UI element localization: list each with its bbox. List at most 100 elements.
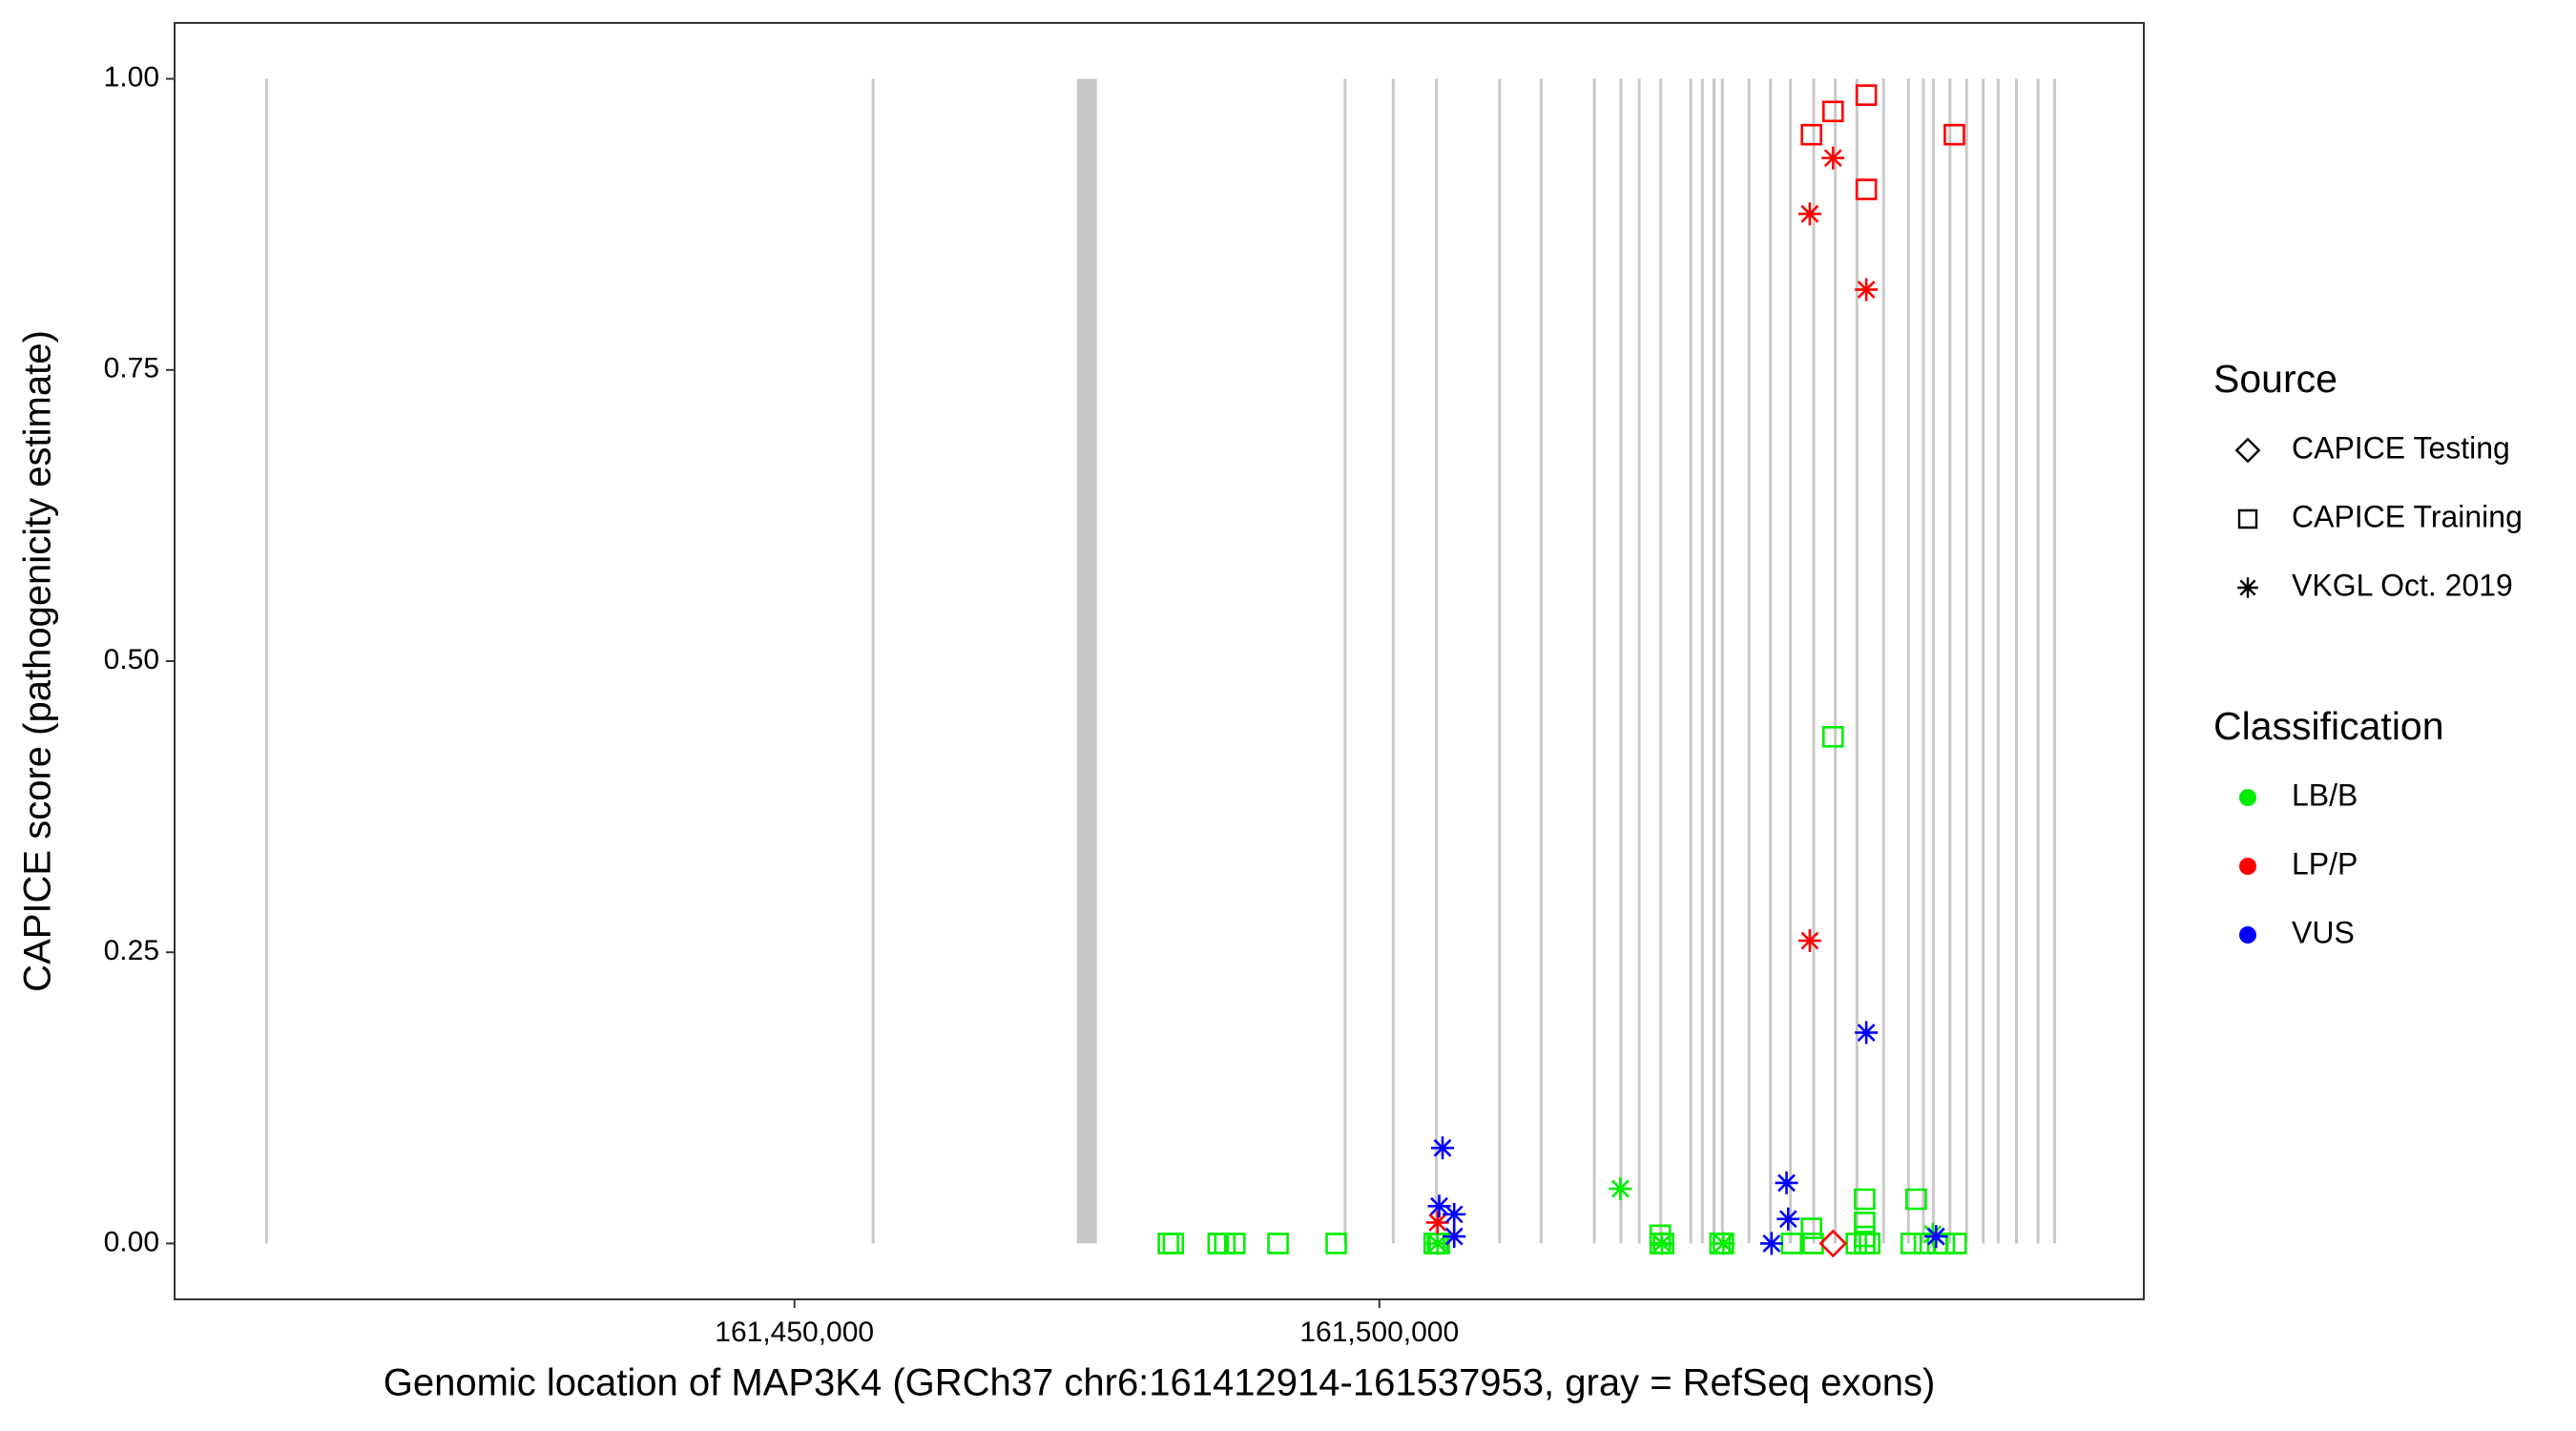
exon [1539, 78, 1543, 1244]
data-point [1430, 1136, 1454, 1160]
data-point [1443, 1202, 1466, 1226]
data-point [1905, 1188, 1927, 1211]
exon [1435, 78, 1439, 1244]
data-point [1822, 726, 1844, 748]
data-point [1428, 1233, 1450, 1255]
data-point [1797, 202, 1821, 226]
data-point [1425, 1211, 1449, 1234]
data-point [1822, 100, 1844, 123]
data-point [1780, 1233, 1803, 1255]
exon [1906, 78, 1910, 1244]
y-tick-label: 0.00 [104, 1226, 159, 1257]
data-point [1157, 1233, 1179, 1255]
exon [1076, 78, 1097, 1244]
exon [1659, 78, 1663, 1244]
legend-label: CAPICE Training [2292, 499, 2523, 533]
exon [1498, 78, 1502, 1244]
data-point [1800, 123, 1822, 146]
exon [1834, 78, 1838, 1244]
exon [1637, 78, 1641, 1244]
exon [1881, 78, 1885, 1244]
exon [871, 78, 875, 1244]
data-point [1712, 1232, 1735, 1255]
y-tick-label: 0.50 [104, 644, 159, 675]
data-point [1854, 1188, 1876, 1211]
data-point [1427, 1194, 1451, 1218]
data-point [1924, 1225, 1948, 1249]
y-tick-label: 0.25 [104, 935, 159, 966]
exon [1720, 78, 1724, 1244]
x-tick-label: 161,500,000 [1299, 1317, 1459, 1348]
data-point [1944, 1233, 1967, 1255]
exon [1996, 78, 2000, 1244]
legend-label: LP/P [2292, 846, 2358, 881]
data-point [1609, 1177, 1632, 1201]
legend-label: VKGL Oct. 2019 [2292, 568, 2513, 602]
exon [1812, 78, 1816, 1244]
data-point [1649, 1224, 1672, 1247]
data-point [1855, 84, 1878, 106]
data-point [1325, 1233, 1347, 1255]
data-point [1776, 1207, 1800, 1231]
legend-title: Classification [2213, 704, 2444, 748]
data-point [1800, 1217, 1822, 1239]
data-point [1443, 1225, 1466, 1249]
data-point [1267, 1233, 1289, 1255]
data-point [1821, 146, 1845, 170]
data-point [1775, 1171, 1798, 1194]
data-point [1652, 1233, 1674, 1255]
data-point [1859, 1233, 1880, 1255]
legend-key [2239, 858, 2256, 875]
y-tick-label: 0.75 [104, 353, 159, 384]
data-point [1900, 1233, 1922, 1255]
legend-title: Source [2213, 357, 2337, 401]
data-point [1759, 1232, 1783, 1255]
legend-label: LB/B [2292, 778, 2358, 812]
exon [1948, 78, 1952, 1244]
plot-panel [174, 22, 2145, 1300]
legend-key [2239, 789, 2256, 806]
legend-key [2234, 437, 2261, 464]
y-tick-label: 1.00 [104, 62, 159, 93]
data-point [1797, 928, 1821, 952]
data-point [1802, 1233, 1824, 1255]
exon [1789, 78, 1793, 1244]
exon [1964, 78, 1968, 1244]
data-point [1713, 1233, 1735, 1255]
x-tick-label: 161,450,000 [715, 1317, 874, 1348]
exon [1391, 78, 1395, 1244]
exon [1855, 78, 1859, 1244]
data-point [1162, 1233, 1185, 1255]
data-point [1223, 1233, 1246, 1255]
legend-label: CAPICE Testing [2292, 430, 2510, 465]
exon [1713, 78, 1716, 1244]
legend-key [2237, 508, 2258, 529]
exon [1922, 78, 1925, 1244]
exon [2036, 78, 2040, 1244]
legend-key [2239, 926, 2256, 944]
y-axis-title: CAPICE score (pathogenicity estimate) [17, 330, 59, 992]
exon [1619, 78, 1623, 1244]
x-axis-title: Genomic location of MAP3K4 (GRCh37 chr6:… [384, 1362, 1936, 1404]
exon [1747, 78, 1751, 1244]
data-point [1425, 1232, 1449, 1255]
data-point [1854, 1225, 1876, 1248]
data-point [1650, 1232, 1673, 1255]
exon [1700, 78, 1704, 1244]
legend-label: VUS [2292, 915, 2355, 949]
exon [1343, 78, 1347, 1244]
exon [1982, 78, 1985, 1244]
exon [1689, 78, 1693, 1244]
exon [1931, 78, 1935, 1244]
exon [1592, 78, 1596, 1244]
exon [2053, 78, 2057, 1244]
data-point [1855, 178, 1878, 200]
data-point [1855, 278, 1879, 301]
data-point [1855, 1021, 1879, 1045]
exon [264, 78, 268, 1244]
exon [2015, 78, 2019, 1244]
data-point [1943, 123, 1965, 146]
legend-key [2237, 577, 2258, 598]
data-point [1818, 1229, 1848, 1258]
